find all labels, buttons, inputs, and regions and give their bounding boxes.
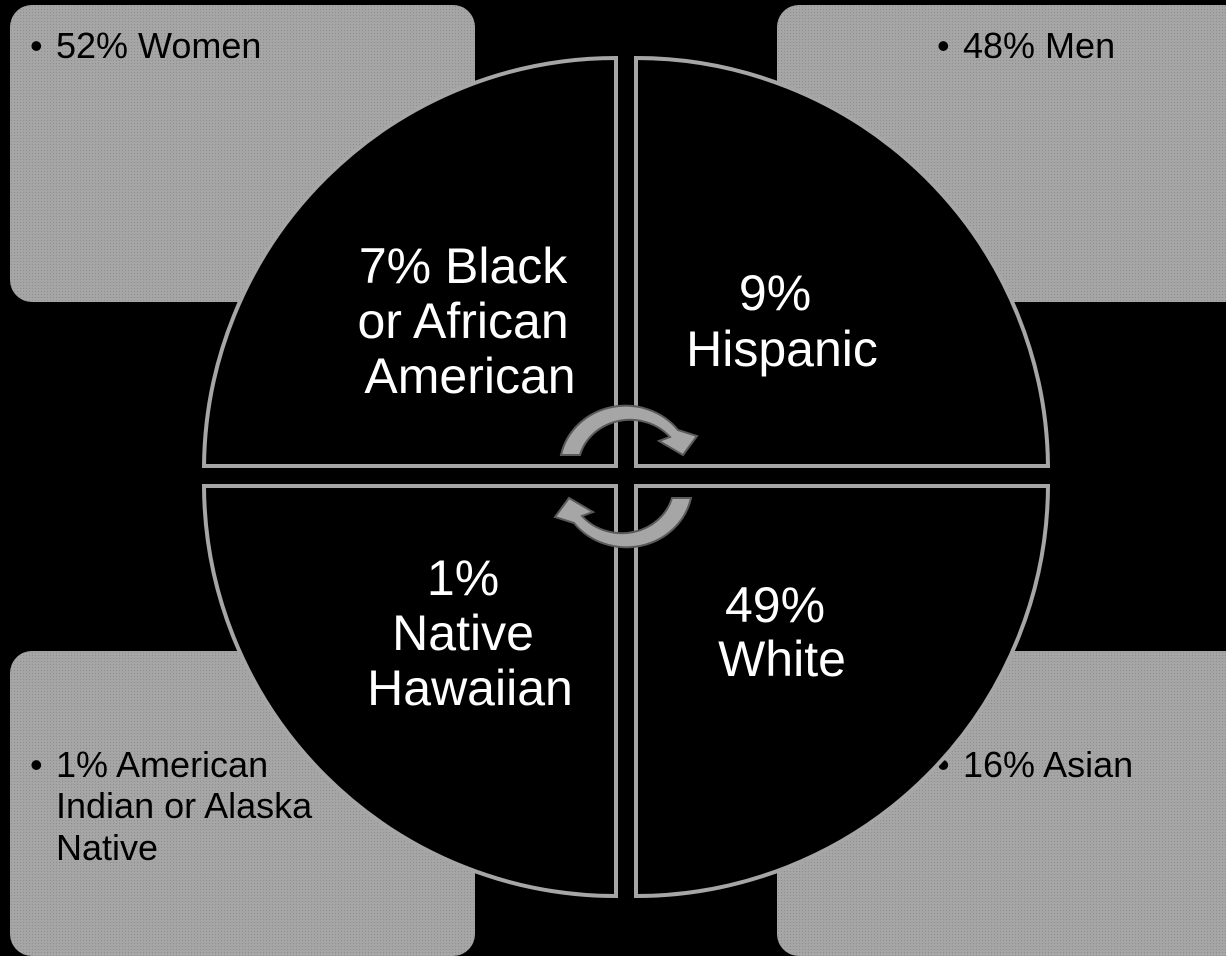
quadrant-line: 9% [739,265,811,321]
quadrant-line: Native [392,605,534,661]
bullet-women: • 52% Women [30,25,475,66]
bullet-dot: • [30,25,43,66]
quadrant-line: White [718,631,846,687]
quadrant-line: American [364,348,575,404]
bullet-dot: • [30,744,43,785]
quadrant-label-white: 49% White [718,577,846,687]
quadrant-label-hispanic: 9% Hispanic [686,265,878,377]
quadrant-line: Hispanic [686,321,878,377]
bullet-dot: • [937,25,950,66]
quadrant-label-black-african-american: 7% Black or African American [357,238,582,404]
women-label: 52% Women [56,25,262,66]
circular-arrows-icon [553,404,699,549]
quadrant-line: or African [357,293,568,349]
quadrant-white [634,484,1051,899]
quadrant-line: Hawaiian [367,660,573,716]
quadrant-native-hawaiian [201,484,618,899]
quadrant-label-native-hawaiian: 1% Native Hawaiian [367,550,573,716]
quadrant-hispanic [634,55,1051,468]
asian-label: 16% Asian [963,744,1134,785]
quadrant-line: 1% [427,550,499,606]
quadrant-line: 49% [725,577,825,633]
bullet-men: • 48% Men [937,25,1226,66]
bullet-american-indian: • 1% American Indian or Alaska Native [30,744,475,868]
men-label: 48% Men [963,25,1116,66]
quadrant-black-african-american [201,55,618,468]
quadrant-line: 7% Black [359,238,568,294]
american-indian-label: 1% American Indian or Alaska Native [56,744,313,868]
